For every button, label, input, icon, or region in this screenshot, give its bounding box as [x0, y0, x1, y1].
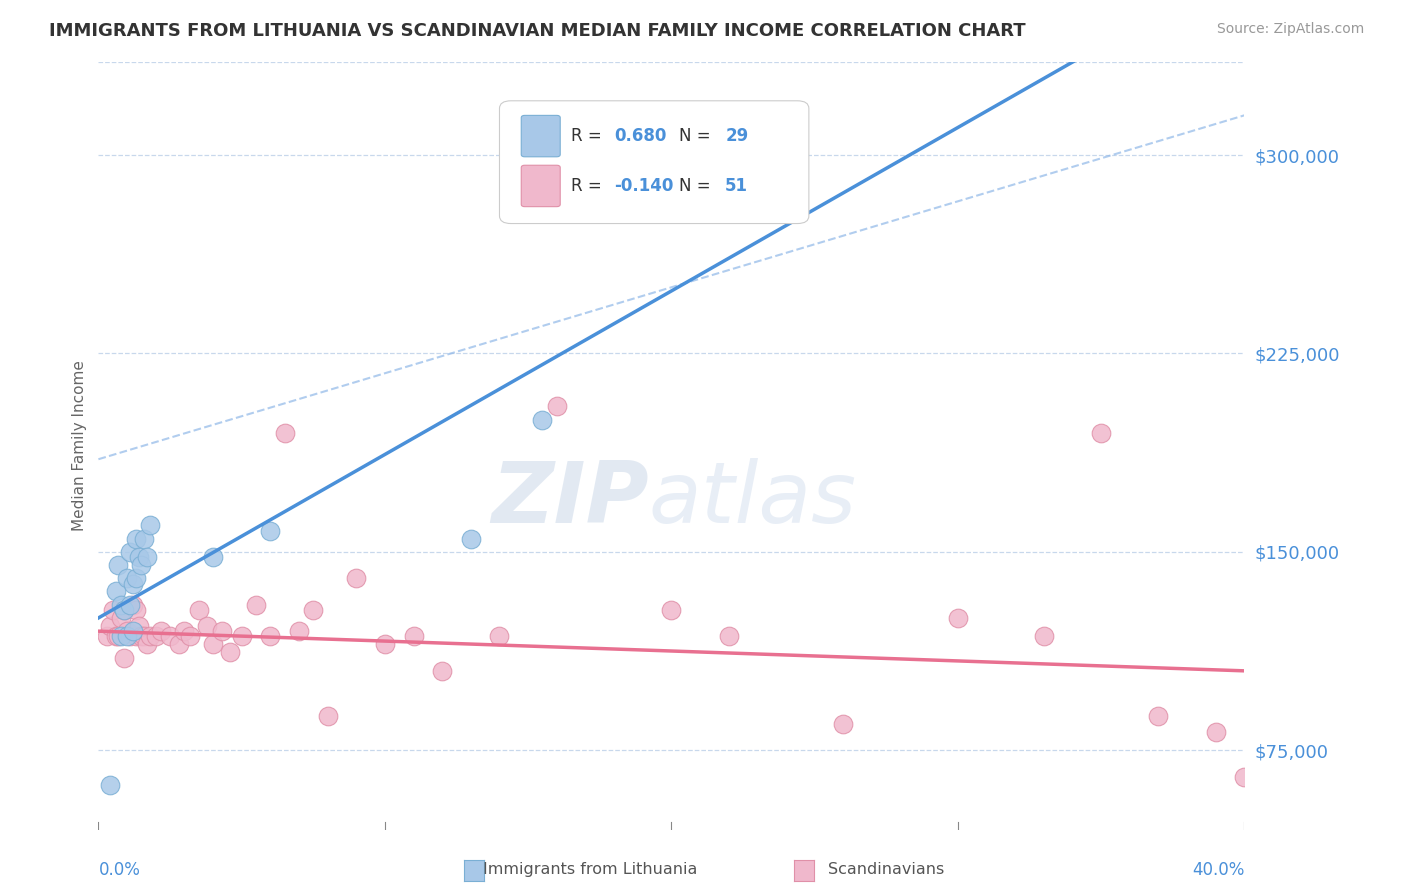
Text: Scandinavians: Scandinavians: [828, 863, 943, 877]
Point: [717, 630, 740, 644]
Text: R =: R =: [571, 177, 606, 195]
Text: ZIP: ZIP: [491, 458, 648, 541]
Point: [173, 624, 195, 639]
Point: [118, 630, 141, 644]
Point: [121, 598, 143, 612]
Text: 40.0%: 40.0%: [1192, 862, 1244, 880]
Point: [107, 630, 129, 644]
Point: [1032, 630, 1054, 644]
Point: [150, 624, 173, 639]
Point: [219, 645, 242, 659]
Point: [131, 558, 153, 572]
Point: [259, 524, 281, 538]
Point: [402, 630, 425, 644]
Point: [202, 550, 225, 565]
Point: [344, 571, 367, 585]
Point: [531, 412, 554, 426]
Point: [546, 400, 568, 414]
Y-axis label: Median Family Income: Median Family Income: [72, 360, 87, 532]
Text: 0.680: 0.680: [614, 127, 666, 145]
Point: [374, 637, 396, 651]
Point: [231, 630, 253, 644]
Point: [1205, 724, 1227, 739]
Point: [202, 637, 225, 651]
FancyBboxPatch shape: [499, 101, 808, 224]
Text: atlas: atlas: [648, 458, 856, 541]
Point: [136, 637, 159, 651]
Point: [139, 518, 162, 533]
Point: [128, 619, 150, 633]
Point: [661, 603, 683, 617]
Point: [96, 630, 118, 644]
Text: N =: N =: [679, 127, 716, 145]
Point: [273, 425, 295, 440]
Point: [98, 778, 121, 792]
Point: [316, 708, 339, 723]
Point: [104, 630, 127, 644]
Point: [288, 624, 311, 639]
Point: [131, 630, 153, 644]
Point: [98, 619, 121, 633]
Point: [104, 584, 127, 599]
Text: R =: R =: [571, 127, 606, 145]
Point: [946, 611, 969, 625]
Point: [1090, 425, 1112, 440]
Point: [121, 576, 143, 591]
Point: [460, 532, 482, 546]
Point: [136, 550, 159, 565]
Text: 0.0%: 0.0%: [98, 862, 141, 880]
Point: [112, 650, 135, 665]
Text: 51: 51: [725, 177, 748, 195]
Point: [124, 603, 146, 617]
Text: N =: N =: [679, 177, 716, 195]
Point: [211, 624, 233, 639]
Point: [118, 598, 141, 612]
Point: [112, 603, 135, 617]
Point: [124, 571, 146, 585]
FancyBboxPatch shape: [522, 165, 560, 207]
Point: [187, 603, 209, 617]
Point: [115, 571, 138, 585]
Point: [195, 619, 218, 633]
Point: [110, 630, 132, 644]
Point: [121, 624, 143, 639]
Point: [124, 630, 146, 644]
Point: [179, 630, 201, 644]
Point: [107, 558, 129, 572]
Point: [167, 637, 190, 651]
Point: [112, 603, 135, 617]
Point: [145, 630, 167, 644]
Point: [488, 630, 510, 644]
Point: [118, 545, 141, 559]
Text: IMMIGRANTS FROM LITHUANIA VS SCANDINAVIAN MEDIAN FAMILY INCOME CORRELATION CHART: IMMIGRANTS FROM LITHUANIA VS SCANDINAVIA…: [49, 22, 1026, 40]
Point: [110, 598, 132, 612]
Point: [139, 630, 162, 644]
Point: [245, 598, 267, 612]
Point: [159, 630, 181, 644]
Text: 29: 29: [725, 127, 748, 145]
Point: [124, 532, 146, 546]
Point: [110, 611, 132, 625]
Point: [832, 716, 855, 731]
Point: [1147, 708, 1170, 723]
Point: [115, 630, 138, 644]
FancyBboxPatch shape: [522, 115, 560, 157]
Point: [1233, 770, 1256, 784]
Point: [101, 603, 124, 617]
Point: [128, 550, 150, 565]
Text: Source: ZipAtlas.com: Source: ZipAtlas.com: [1216, 22, 1364, 37]
Point: [430, 664, 453, 678]
Point: [134, 630, 156, 644]
Text: -0.140: -0.140: [614, 177, 673, 195]
Point: [259, 630, 281, 644]
Text: Immigrants from Lithuania: Immigrants from Lithuania: [484, 863, 697, 877]
Point: [115, 624, 138, 639]
Point: [134, 532, 156, 546]
Point: [302, 603, 325, 617]
